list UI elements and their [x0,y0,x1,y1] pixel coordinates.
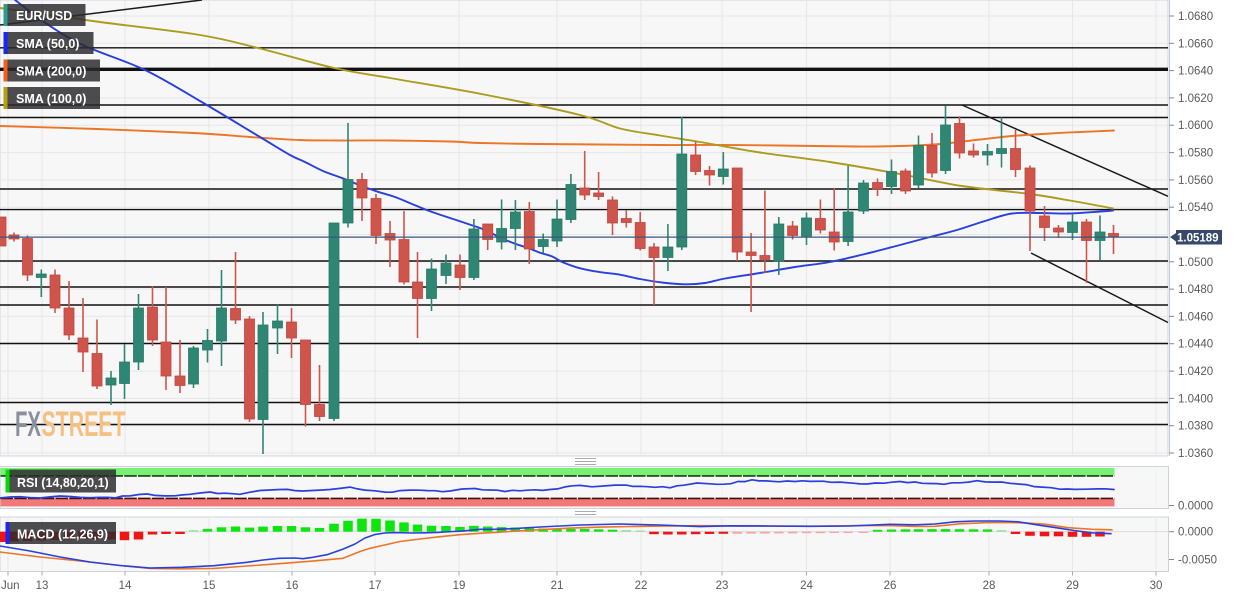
svg-text:1.0420: 1.0420 [1178,366,1213,378]
svg-text:1.0400: 1.0400 [1178,393,1213,405]
svg-text:EUR/USD: EUR/USD [16,9,72,23]
svg-text:1.0620: 1.0620 [1178,93,1213,105]
svg-text:1.0460: 1.0460 [1178,311,1213,323]
svg-text:24: 24 [800,580,813,592]
svg-text:16: 16 [286,580,299,592]
svg-text:MACD (12,26,9): MACD (12,26,9) [17,528,108,542]
svg-text:RSI (14,80,20,1): RSI (14,80,20,1) [17,476,109,490]
svg-text:1.0580: 1.0580 [1178,148,1213,160]
svg-text:-0.0050: -0.0050 [1178,555,1217,567]
svg-text:15: 15 [203,580,216,592]
svg-text:1.0660: 1.0660 [1178,38,1213,50]
svg-text:FX: FX [15,405,41,444]
svg-text:SMA (200,0): SMA (200,0) [16,65,86,79]
svg-text:30: 30 [1150,580,1163,592]
svg-text:13: 13 [36,580,49,592]
svg-text:17: 17 [369,580,382,592]
svg-text:1.05189: 1.05189 [1177,233,1219,245]
svg-text:SMA (100,0): SMA (100,0) [16,92,86,106]
svg-text:14: 14 [119,580,132,592]
svg-text:1.0440: 1.0440 [1178,339,1213,351]
svg-text:23: 23 [716,580,729,592]
svg-text:1.0380: 1.0380 [1178,421,1213,433]
svg-text:1.0500: 1.0500 [1178,257,1213,269]
svg-text:1.0480: 1.0480 [1178,284,1213,296]
svg-text:1.0680: 1.0680 [1178,11,1213,23]
svg-text:STREET: STREET [42,405,126,444]
svg-text:Jun: Jun [1,580,20,592]
svg-text:0.0000: 0.0000 [1178,527,1213,539]
svg-text:19: 19 [453,580,466,592]
svg-text:22: 22 [635,580,648,592]
svg-text:0.0000: 0.0000 [1178,501,1213,513]
svg-text:29: 29 [1066,580,1079,592]
svg-text:21: 21 [551,580,564,592]
svg-text:28: 28 [983,580,996,592]
svg-text:1.0360: 1.0360 [1178,448,1213,460]
svg-text:1.0540: 1.0540 [1178,202,1213,214]
svg-text:SMA (50,0): SMA (50,0) [16,37,79,51]
svg-text:26: 26 [884,580,897,592]
svg-text:1.0560: 1.0560 [1178,175,1213,187]
svg-text:1.0640: 1.0640 [1178,66,1213,78]
svg-text:1.0600: 1.0600 [1178,120,1213,132]
